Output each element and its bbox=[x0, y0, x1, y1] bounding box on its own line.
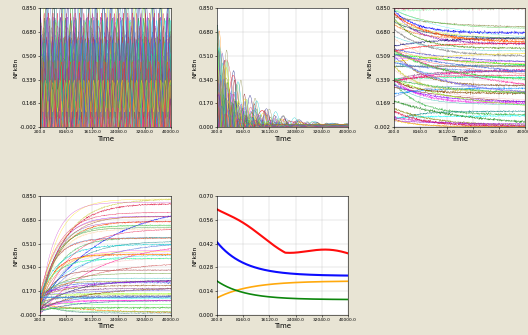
Y-axis label: NFkBn: NFkBn bbox=[13, 58, 18, 78]
Y-axis label: NFkBn: NFkBn bbox=[192, 245, 197, 266]
Y-axis label: NFkBn: NFkBn bbox=[367, 58, 372, 78]
Y-axis label: NFkBn: NFkBn bbox=[192, 58, 197, 78]
X-axis label: Time: Time bbox=[274, 324, 291, 330]
X-axis label: Time: Time bbox=[97, 324, 114, 330]
Y-axis label: NFkBn: NFkBn bbox=[13, 245, 18, 266]
X-axis label: Time: Time bbox=[274, 136, 291, 142]
X-axis label: Time: Time bbox=[97, 136, 114, 142]
X-axis label: Time: Time bbox=[451, 136, 468, 142]
